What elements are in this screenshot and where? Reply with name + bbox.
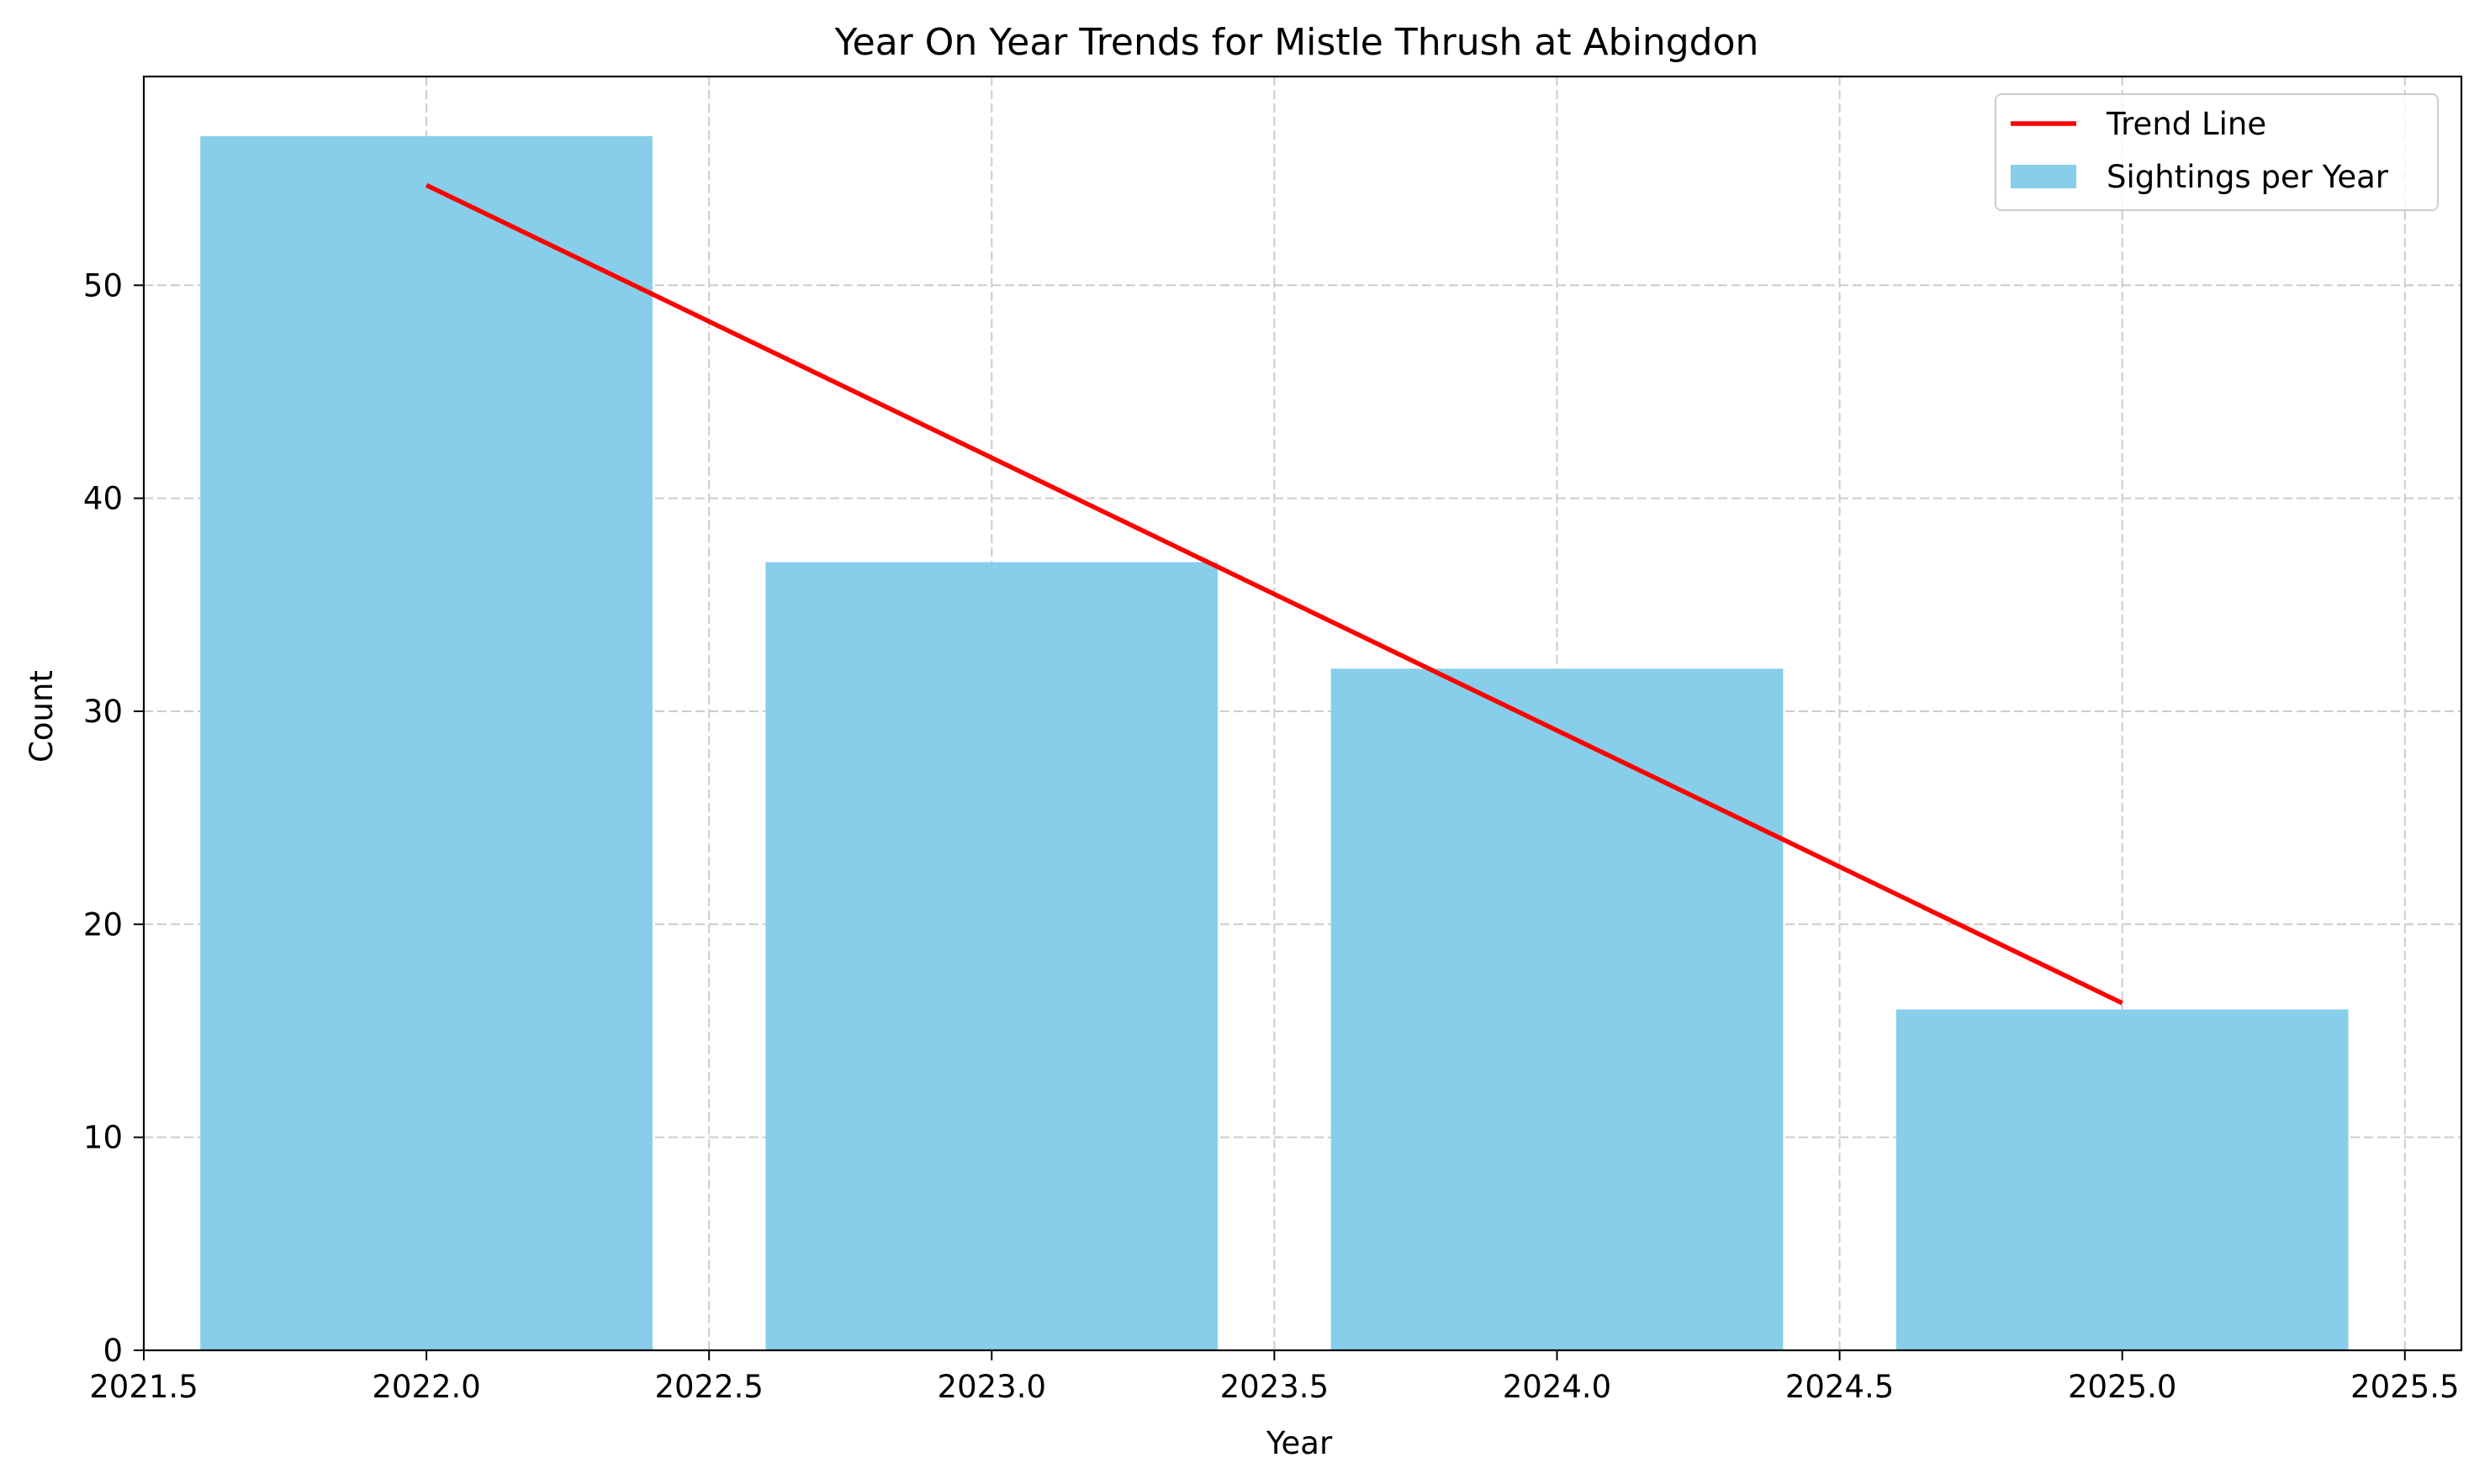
x-tick-label: 2023.0 [938,1369,1046,1405]
x-tick-label: 2023.5 [1220,1369,1329,1405]
legend-swatch-sightings [2011,165,2076,188]
legend-box [1995,93,2439,211]
y-tick-label: 30 [83,694,123,730]
trend-line-layer [425,182,2123,1006]
x-tick-label: 2021.5 [89,1369,198,1405]
x-tick-label: 2024.5 [1785,1369,1894,1405]
x-tick-label: 2022.5 [654,1369,763,1405]
y-tick-label: 10 [83,1120,123,1156]
y-axis-label: Count [24,670,60,763]
x-tick-label: 2024.0 [1503,1369,1611,1405]
y-tick-label: 0 [103,1333,123,1369]
trend-line [425,182,2123,1006]
y-tick-label: 20 [83,906,123,943]
x-tick-label: 2025.5 [2350,1369,2459,1405]
y-axis: 0 10 20 30 40 50 [83,267,144,1369]
y-tick-label: 50 [83,267,123,304]
legend: Trend Line Sightings per Year [1995,93,2439,211]
bar-2025 [1895,1009,2349,1350]
x-tick-label: 2022.0 [372,1369,480,1405]
plot-area-frame [142,75,2463,1352]
legend-label-trend-line: Trend Line [2106,106,2266,142]
bar-2023 [765,562,1219,1350]
legend-label-sightings: Sightings per Year [2107,159,2389,195]
bar-2024 [1330,668,1784,1350]
y-tick-label: 40 [83,481,123,517]
bars [200,135,2349,1350]
bar-2022 [200,135,653,1350]
chart-title: Year On Year Trends for Mistle Thrush at… [834,21,1759,64]
x-axis-label: Year [1266,1425,1333,1461]
x-tick-label: 2025.0 [2068,1369,2176,1405]
x-axis: 2021.5 2022.0 2022.5 2023.0 2023.5 2024.0 2024… [89,1350,2460,1405]
